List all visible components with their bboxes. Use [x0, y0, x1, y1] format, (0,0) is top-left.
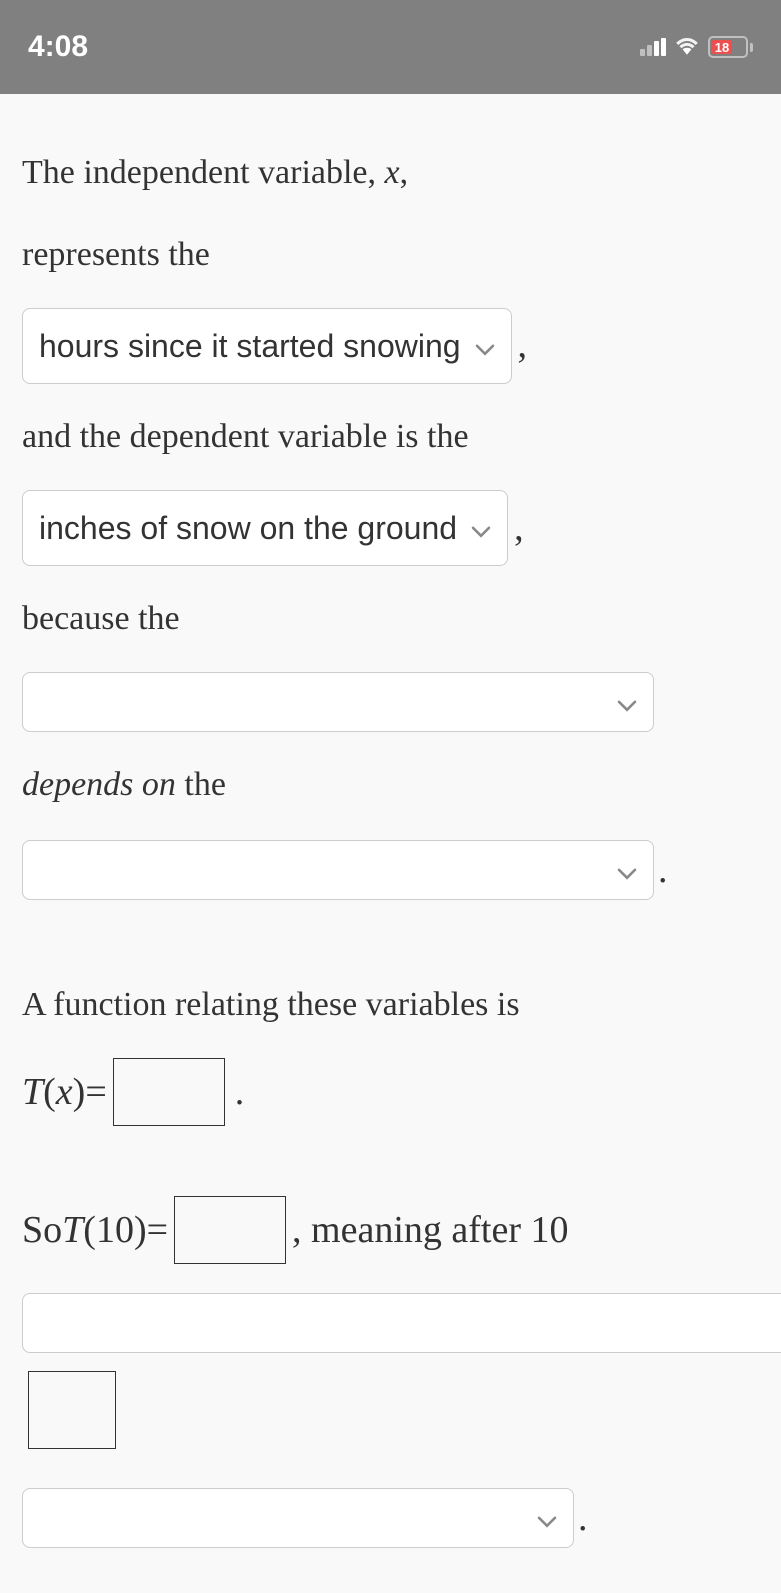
chevron-down-icon: [471, 501, 491, 555]
select-unit-1[interactable]: [22, 1293, 781, 1353]
function-evaluation: So T(10) = , meaning after 10: [22, 1196, 759, 1264]
evaluation-input-box[interactable]: [174, 1196, 286, 1264]
function-input-box[interactable]: [113, 1058, 225, 1126]
text-line-6: A function relating these variables is: [22, 976, 759, 1034]
period: .: [578, 1486, 588, 1551]
chevron-down-icon: [617, 843, 637, 897]
select-independent-variable[interactable]: hours since it started snowing: [22, 308, 512, 384]
chevron-down-icon: [537, 1491, 557, 1545]
select-dependent-variable[interactable]: inches of snow on the ground: [22, 490, 508, 566]
battery-icon: 18: [708, 36, 753, 58]
select-because-the[interactable]: [22, 672, 654, 732]
value-input-box[interactable]: [28, 1371, 116, 1449]
comma: ,: [518, 313, 528, 378]
cellular-signal-icon: [640, 38, 666, 56]
function-equation: T(x) = .: [22, 1058, 759, 1126]
select-depends-on[interactable]: [22, 840, 654, 900]
select-unit-2[interactable]: [22, 1488, 574, 1548]
chevron-down-icon: [617, 675, 637, 729]
question-content: The independent variable, x, represents …: [0, 94, 781, 1551]
status-indicators: 18: [640, 35, 753, 60]
text-line-4: because the: [22, 590, 759, 648]
chevron-down-icon: [475, 319, 495, 373]
period: .: [658, 838, 668, 903]
text-line-2: represents the: [22, 226, 759, 284]
text-line-1: The independent variable, x,: [22, 144, 759, 202]
text-line-5: depends on the: [22, 756, 759, 814]
text-line-3: and the dependent variable is the: [22, 408, 759, 466]
status-time: 4:08: [28, 30, 88, 64]
status-bar: 4:08 18: [0, 0, 781, 94]
comma: ,: [514, 496, 524, 561]
wifi-icon: [674, 35, 700, 60]
